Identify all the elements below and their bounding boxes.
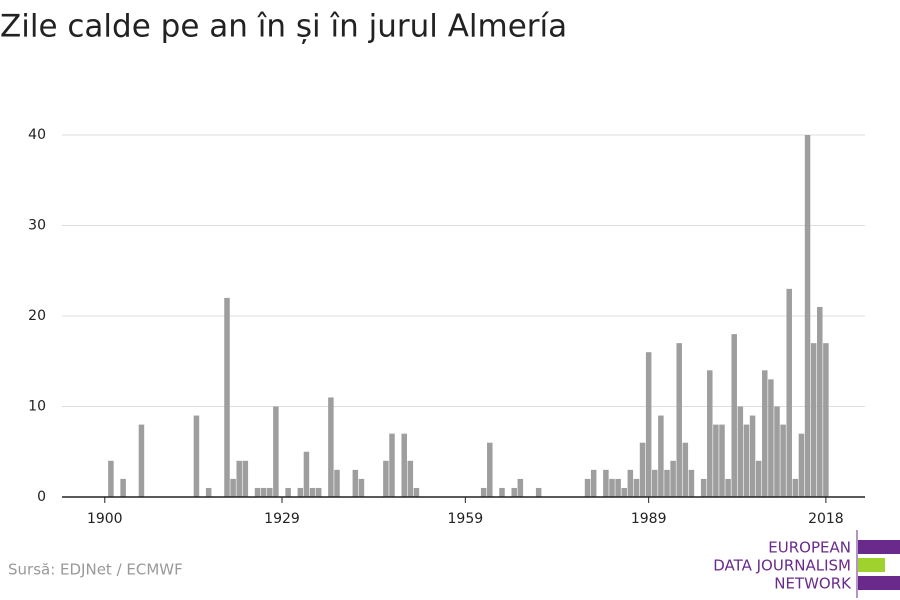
logo-text: DATA JOURNALISM — [713, 557, 851, 575]
bar — [670, 460, 676, 497]
bar — [749, 415, 756, 497]
logo-bar — [858, 540, 900, 554]
bar — [584, 478, 591, 497]
bar — [108, 460, 114, 497]
logo-bar — [858, 576, 900, 590]
bar — [590, 469, 597, 497]
bar — [743, 424, 750, 497]
y-tick-label: 0 — [37, 489, 46, 505]
bar — [285, 487, 291, 497]
bar — [242, 460, 249, 497]
bar — [236, 460, 242, 497]
bar — [205, 487, 212, 497]
bar — [707, 370, 713, 497]
bar — [334, 469, 340, 497]
bar — [786, 288, 792, 497]
x-tick-label: 2018 — [808, 511, 844, 527]
y-tick-label: 20 — [28, 308, 46, 324]
bar — [480, 487, 487, 497]
bar — [120, 478, 126, 497]
bar — [664, 469, 670, 497]
bar — [230, 478, 236, 497]
bar — [309, 487, 316, 497]
bar — [413, 487, 420, 497]
bar — [645, 352, 652, 497]
bar — [535, 487, 542, 497]
bar — [652, 469, 658, 497]
y-tick-label: 40 — [28, 127, 46, 143]
bar — [358, 478, 365, 497]
bar — [383, 460, 389, 497]
x-tick-label: 1989 — [631, 511, 667, 527]
bar — [762, 370, 768, 497]
bar — [273, 406, 279, 497]
source: Sursă: EDJNet / ECMWF — [8, 561, 183, 579]
bar — [639, 442, 646, 497]
bar — [737, 406, 744, 497]
logo-bar — [858, 558, 885, 572]
y-tick-label: 10 — [28, 399, 46, 415]
bar — [401, 433, 407, 497]
logo-text: NETWORK — [774, 575, 852, 593]
bar — [627, 469, 634, 497]
bar — [193, 415, 200, 497]
bar — [823, 343, 829, 497]
bar — [810, 343, 817, 497]
bar — [792, 478, 799, 497]
bar — [303, 451, 310, 497]
bar — [603, 469, 609, 497]
bar — [517, 478, 524, 497]
bar — [774, 406, 780, 497]
bar — [755, 460, 762, 497]
bar — [328, 397, 334, 497]
bar — [780, 424, 786, 497]
bar — [688, 469, 695, 497]
bar — [487, 442, 493, 497]
bar — [804, 135, 811, 497]
bar — [700, 478, 707, 497]
x-tick-label: 1959 — [448, 511, 484, 527]
chart-title: Zile calde pe an în și în jurul Almería — [0, 9, 567, 45]
bar — [713, 424, 719, 497]
bar — [297, 487, 304, 497]
bar — [615, 478, 621, 497]
bar — [621, 487, 627, 497]
bar — [352, 469, 359, 497]
bar — [499, 487, 505, 497]
bar — [768, 379, 774, 497]
bar — [511, 487, 517, 497]
bar — [725, 478, 731, 497]
bar — [682, 442, 689, 497]
bar — [609, 478, 615, 497]
bar — [389, 433, 395, 497]
y-tick-label: 30 — [28, 218, 46, 234]
bar — [633, 478, 640, 497]
bar — [676, 343, 682, 497]
bar — [817, 306, 823, 497]
bar — [138, 424, 145, 497]
bar — [798, 433, 805, 497]
bar — [224, 297, 230, 497]
bar — [658, 415, 664, 497]
bar — [315, 487, 322, 497]
x-tick-label: 1900 — [87, 511, 123, 527]
logo-text: EUROPEAN — [768, 539, 851, 557]
bar — [407, 460, 414, 497]
bar — [260, 487, 267, 497]
bar — [719, 424, 725, 497]
bar — [731, 334, 737, 497]
bar — [267, 487, 273, 497]
bar — [254, 487, 261, 497]
x-tick-label: 1929 — [264, 511, 300, 527]
